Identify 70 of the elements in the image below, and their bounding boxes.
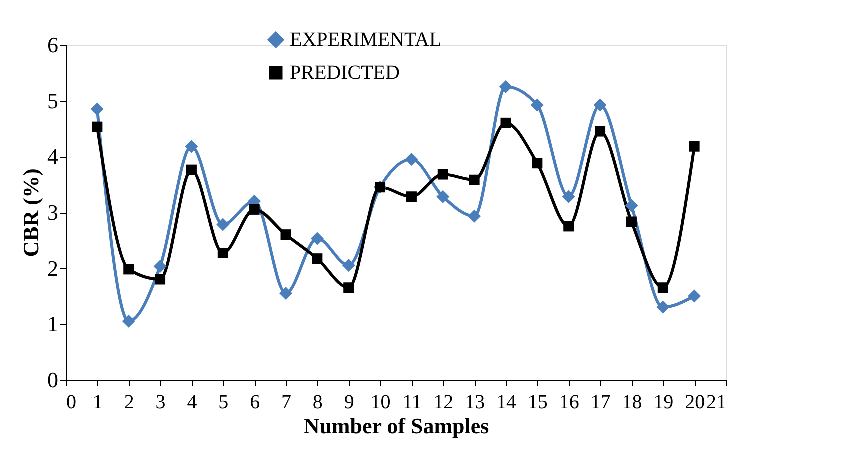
x-tick-label: 19 — [654, 392, 674, 414]
x-tick-label: 18 — [622, 392, 642, 414]
point — [594, 98, 607, 112]
x-tick-label: 12 — [434, 392, 454, 414]
point — [689, 141, 700, 152]
point — [406, 192, 417, 202]
y-tick-label: 0 — [48, 368, 58, 392]
legend-label: EXPERIMENTAL — [290, 29, 442, 51]
point — [532, 158, 543, 169]
x-tick-label: 17 — [590, 392, 611, 414]
x-tick-label: 7 — [282, 392, 292, 414]
x-tick-label: 6 — [250, 392, 260, 414]
x-tick-label: 20 — [685, 392, 706, 414]
point — [124, 264, 134, 275]
x-tick-label: 5 — [218, 392, 229, 414]
point — [218, 248, 228, 258]
point — [154, 260, 167, 274]
x-axis-title: Number of Samples — [304, 414, 490, 438]
x-tick-label: 4 — [187, 392, 198, 414]
x-tick-label: 0 — [66, 392, 76, 414]
x-tick-label: 8 — [312, 392, 323, 414]
point — [595, 126, 606, 137]
y-tick-label: 2 — [48, 256, 58, 281]
point — [436, 190, 450, 204]
point — [122, 314, 136, 328]
point — [90, 102, 104, 116]
y-tick-label: 6 — [48, 32, 58, 58]
point — [279, 286, 293, 300]
point — [626, 216, 637, 228]
x-tick-label: 1 — [92, 392, 103, 414]
x-tick-label: 16 — [559, 392, 580, 414]
point — [344, 282, 354, 294]
point — [342, 259, 356, 272]
point — [469, 174, 480, 186]
point — [656, 300, 670, 314]
point — [216, 218, 230, 232]
point — [562, 190, 576, 204]
point — [500, 118, 512, 128]
x-tick-label: 2 — [124, 392, 134, 414]
point — [185, 140, 198, 154]
x-tick-label: 15 — [528, 392, 548, 414]
point — [155, 274, 166, 285]
legend-label: PREDICTED — [290, 62, 400, 84]
y-tick-label: 3 — [48, 200, 58, 225]
point — [499, 80, 513, 94]
x-tick-label: 11 — [402, 392, 422, 414]
point — [405, 152, 418, 166]
point — [280, 230, 292, 240]
point — [186, 164, 197, 176]
point — [658, 282, 668, 294]
x-tick-label: 14 — [496, 392, 516, 414]
point — [312, 254, 323, 264]
x-tick-label: 3 — [156, 392, 166, 414]
point — [249, 204, 260, 215]
y-tick-label: 5 — [48, 88, 58, 114]
x-tick-label: 9 — [344, 392, 354, 414]
x-tick-label: 13 — [465, 392, 486, 414]
point — [564, 221, 574, 232]
point — [530, 98, 544, 112]
point — [688, 290, 702, 303]
point — [438, 169, 448, 180]
y-tick-label: 4 — [48, 144, 58, 170]
x-tick-label: 10 — [370, 392, 391, 414]
point — [310, 232, 324, 246]
y-tick-label: 1 — [48, 312, 58, 337]
point — [468, 210, 482, 223]
point — [625, 199, 638, 212]
x-tick-label: 21 — [706, 392, 726, 414]
point — [92, 122, 103, 132]
y-axis-title: CBR (%) — [18, 168, 44, 258]
